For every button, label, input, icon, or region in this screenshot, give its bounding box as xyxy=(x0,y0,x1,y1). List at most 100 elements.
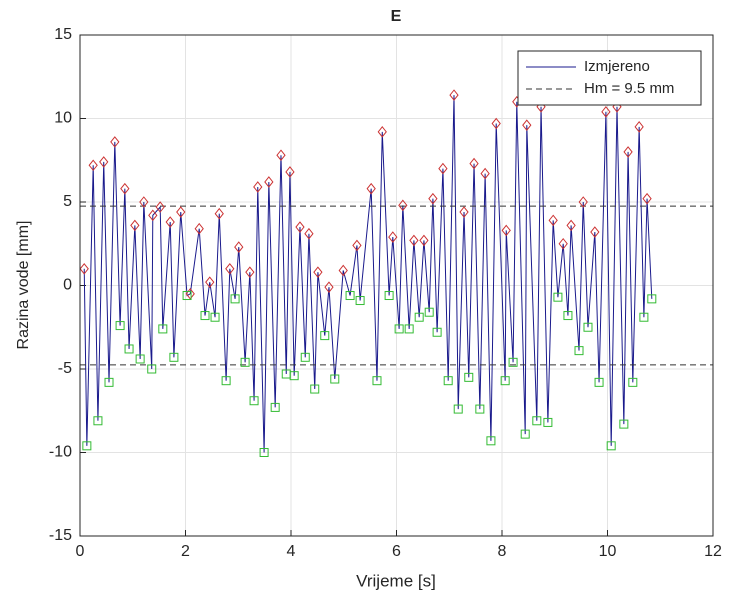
y-axis-label: Razina vode [mm] xyxy=(15,221,32,350)
trough-marker xyxy=(210,312,220,322)
trough-marker xyxy=(414,312,424,322)
peak-marker xyxy=(623,146,633,158)
peak-marker xyxy=(566,219,576,232)
y-tick-label: 0 xyxy=(63,277,72,294)
legend-label: Izmjereno xyxy=(584,58,650,75)
peak-marker xyxy=(469,157,479,170)
y-tick-label: -10 xyxy=(49,444,72,461)
x-tick-label: 12 xyxy=(704,543,722,560)
trough-marker xyxy=(249,396,259,406)
trough-marker xyxy=(574,346,584,356)
peak-marker xyxy=(480,167,490,180)
trough-marker xyxy=(182,291,192,301)
trough-marker xyxy=(508,357,518,367)
peak-marker xyxy=(634,121,644,133)
trough-marker xyxy=(355,296,365,306)
y-tick-label: -5 xyxy=(58,360,72,377)
trough-marker xyxy=(647,294,657,304)
peak-marker xyxy=(139,196,149,208)
peak-marker xyxy=(176,206,186,218)
chart-title: E xyxy=(391,8,402,25)
trough-marker xyxy=(486,436,496,446)
trough-marker xyxy=(594,377,604,387)
trough-marker xyxy=(270,402,280,412)
trough-marker xyxy=(553,292,563,302)
x-tick-label: 4 xyxy=(287,543,296,560)
x-tick-label: 0 xyxy=(76,543,85,560)
trough-marker xyxy=(563,311,573,321)
trough-marker xyxy=(300,352,310,362)
legend-label: Hm = 9.5 mm xyxy=(584,80,674,97)
peak-marker xyxy=(165,216,175,228)
trough-marker xyxy=(289,371,299,381)
y-tick-label: 5 xyxy=(63,193,72,210)
peak-marker xyxy=(194,222,204,235)
peak-marker xyxy=(245,266,255,278)
peak-marker xyxy=(491,117,501,130)
trough-marker xyxy=(424,307,434,317)
peak-marker xyxy=(377,126,387,138)
peak-marker xyxy=(352,239,362,252)
trough-marker xyxy=(259,448,269,457)
trough-marker xyxy=(147,364,157,374)
trough-marker xyxy=(124,344,134,354)
trough-marker xyxy=(372,376,382,386)
trough-marker xyxy=(200,311,210,321)
trough-marker xyxy=(543,417,553,427)
y-tick-label: -15 xyxy=(49,527,72,544)
trough-marker xyxy=(606,441,616,451)
trough-marker xyxy=(443,376,453,386)
peak-marker xyxy=(590,226,600,238)
trough-marker xyxy=(583,322,593,332)
trough-marker xyxy=(404,324,414,334)
peak-marker xyxy=(205,276,215,288)
trough-marker xyxy=(158,324,168,334)
peak-marker xyxy=(264,176,274,188)
peak-marker xyxy=(88,159,98,172)
data-line xyxy=(83,95,653,453)
peak-marker xyxy=(449,89,459,101)
peak-marker xyxy=(558,237,568,250)
peak-marker xyxy=(155,201,165,213)
peak-marker xyxy=(110,136,120,148)
trough-marker xyxy=(240,357,250,367)
trough-marker xyxy=(384,291,394,301)
trough-marker xyxy=(345,291,355,301)
trough-marker xyxy=(320,331,330,341)
peak-marker xyxy=(366,182,376,195)
trough-marker xyxy=(500,376,510,386)
x-axis-label: Vrijeme [s] xyxy=(356,571,436,590)
peak-marker xyxy=(578,196,588,208)
trough-marker xyxy=(310,384,320,394)
axes-box xyxy=(79,34,714,537)
x-tick-label: 2 xyxy=(181,543,190,560)
peak-marker xyxy=(642,192,652,205)
peak-marker xyxy=(185,288,195,300)
trough-marker xyxy=(619,419,629,429)
peak-marker xyxy=(428,192,438,205)
trough-marker xyxy=(453,404,463,414)
peak-marker xyxy=(130,219,140,232)
trough-marker xyxy=(475,404,485,414)
trough-marker xyxy=(330,374,340,384)
peak-marker xyxy=(338,264,348,277)
trough-marker xyxy=(93,416,103,426)
peak-marker xyxy=(225,262,235,275)
trough-marker xyxy=(115,321,125,331)
plot-area xyxy=(80,89,713,457)
peak-marker xyxy=(398,199,408,212)
x-tick-label: 10 xyxy=(599,543,617,560)
trough-marker xyxy=(432,327,442,337)
x-tick-label: 8 xyxy=(498,543,507,560)
y-tick-label: 10 xyxy=(54,110,72,127)
peak-marker xyxy=(419,234,429,247)
peak-marker xyxy=(388,231,398,243)
trough-marker xyxy=(532,416,542,426)
peak-marker xyxy=(324,281,334,293)
peak-marker xyxy=(501,224,511,237)
trough-marker xyxy=(104,377,114,387)
peak-marker xyxy=(601,106,611,118)
peak-marker xyxy=(148,209,158,222)
peak-marker xyxy=(80,262,89,275)
